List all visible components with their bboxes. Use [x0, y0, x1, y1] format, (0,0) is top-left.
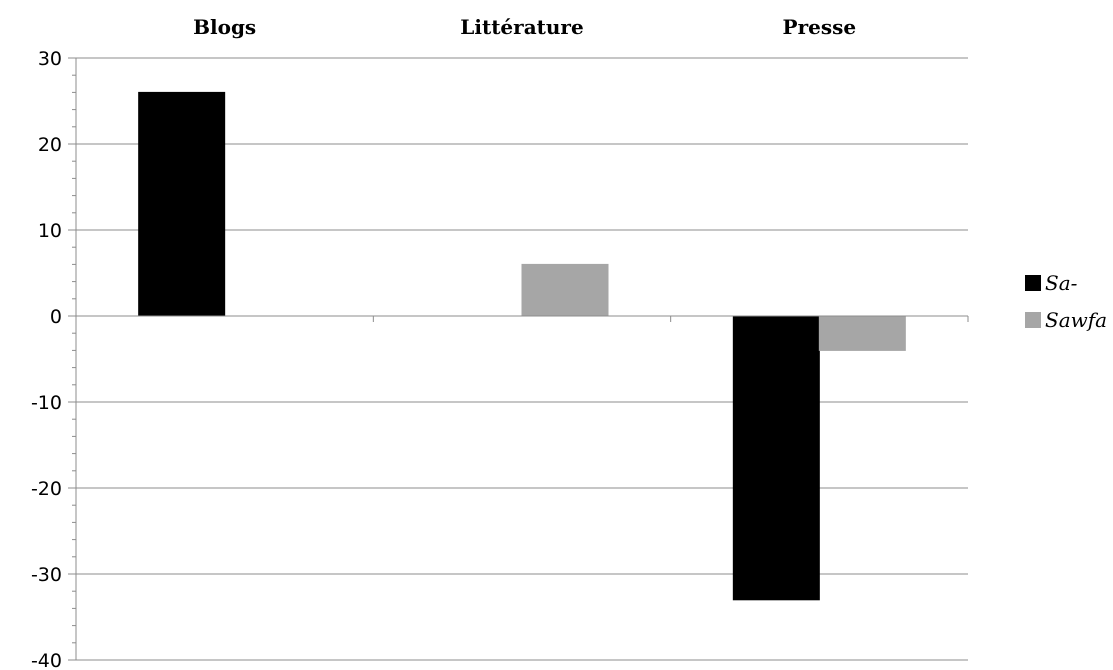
y-tick-label: -10 [31, 392, 62, 414]
axes [68, 57, 969, 661]
y-tick-label: 30 [38, 48, 62, 70]
legend-swatch [1025, 275, 1041, 291]
legend-label: Sa- [1045, 271, 1078, 295]
bar-littérature-sawfa [521, 263, 609, 317]
legend-swatch [1025, 312, 1041, 328]
bars [138, 91, 906, 601]
category-labels: Blogs Littérature Presse [193, 15, 856, 39]
bar-presse-sawfa [818, 315, 906, 351]
bar-presse-sa [732, 315, 820, 601]
y-tick-label: 0 [50, 306, 62, 328]
y-axis-tick-labels: 30 20 10 0 -10 -20 -30 -40 [31, 48, 62, 670]
bar-blogs-sa [138, 91, 226, 317]
y-tick-label: 10 [38, 220, 62, 242]
legend[interactable]: Sa- Sawfa [1025, 271, 1107, 332]
category-label: Blogs [193, 15, 256, 39]
y-tick-label: -40 [31, 650, 62, 670]
legend-label: Sawfa [1045, 308, 1107, 332]
y-tick-label: -30 [31, 564, 62, 586]
y-tick-label: 20 [38, 134, 62, 156]
y-tick-label: -20 [31, 478, 62, 500]
category-label: Littérature [460, 15, 583, 39]
category-label: Presse [783, 15, 857, 39]
